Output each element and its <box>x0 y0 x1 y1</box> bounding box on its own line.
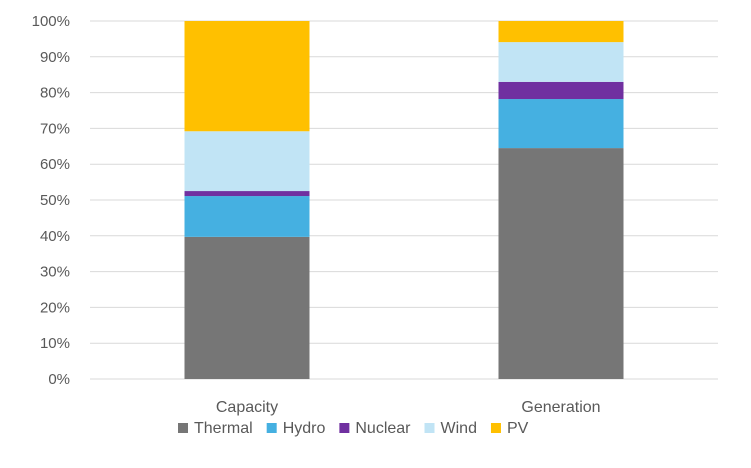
legend-label-pv: PV <box>507 420 529 437</box>
legend-label-nuclear: Nuclear <box>355 420 411 437</box>
y-tick-label: 0% <box>48 371 70 388</box>
bar-segment-wind <box>184 131 310 192</box>
legend-swatch-wind <box>424 423 435 433</box>
y-tick-label: 10% <box>40 335 70 352</box>
bar-segment-nuclear <box>184 191 310 197</box>
x-tick-label: Capacity <box>216 399 278 416</box>
bar-segment-wind <box>498 42 624 82</box>
bar-segment-hydro <box>184 196 310 237</box>
x-tick-label: Generation <box>521 399 600 416</box>
legend-label-wind: Wind <box>441 420 477 437</box>
y-tick-label: 20% <box>40 299 70 316</box>
bar-segment-nuclear <box>498 81 624 100</box>
legend-label-hydro: Hydro <box>283 420 326 437</box>
legend-swatch-thermal <box>178 423 188 433</box>
bar-segment-pv <box>498 21 624 43</box>
bar-segment-pv <box>184 21 310 132</box>
y-tick-label: 40% <box>40 228 70 245</box>
y-tick-label: 80% <box>40 85 70 102</box>
legend-swatch-pv <box>490 423 501 433</box>
y-tick-label: 70% <box>40 120 70 137</box>
bar-segment-thermal <box>184 236 310 379</box>
y-tick-label: 100% <box>32 13 70 30</box>
legend-swatch-hydro <box>266 423 277 433</box>
y-tick-label: 50% <box>40 192 70 209</box>
legend-swatch-nuclear <box>339 423 350 433</box>
y-tick-label: 60% <box>40 156 70 173</box>
y-tick-label: 90% <box>40 49 70 66</box>
y-tick-label: 30% <box>40 264 70 281</box>
legend-label-thermal: Thermal <box>194 420 253 437</box>
bar-segment-hydro <box>498 99 624 149</box>
bar-segment-thermal <box>498 148 624 379</box>
